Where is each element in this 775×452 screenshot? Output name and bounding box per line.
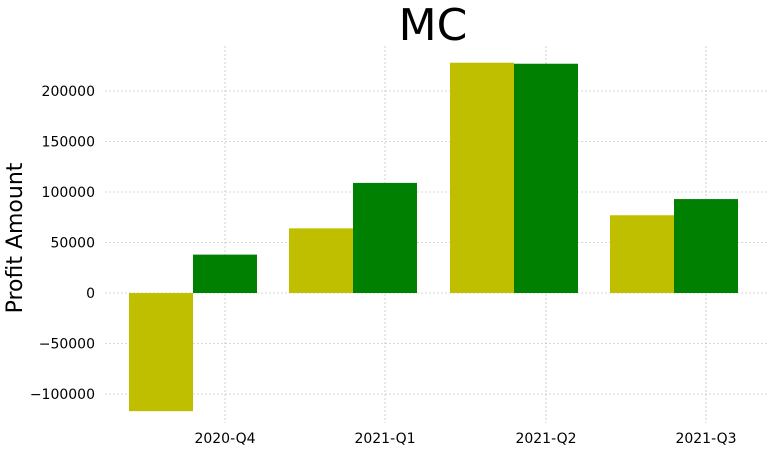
y-tick-label: 200000 xyxy=(42,84,95,100)
y-axis-label: Profit Amount xyxy=(3,162,28,313)
y-tick-label: 100000 xyxy=(42,185,95,201)
bar-series-1-2021-Q3 xyxy=(610,215,674,293)
bars-layer xyxy=(129,62,738,412)
bar-series-2-2021-Q3 xyxy=(674,199,738,293)
y-tick-label: 0 xyxy=(86,286,95,302)
bar-series-2-2020-Q4 xyxy=(193,254,257,293)
x-tick-label: 2021-Q1 xyxy=(354,431,415,447)
y-tick-label: 50000 xyxy=(50,236,95,252)
x-tick-label: 2021-Q2 xyxy=(515,431,576,447)
bar-series-1-2020-Q4 xyxy=(129,293,193,412)
bar-series-1-2021-Q2 xyxy=(450,62,514,293)
x-tick-label: 2021-Q3 xyxy=(675,431,736,447)
y-tick-label: 150000 xyxy=(42,135,95,151)
bar-series-2-2021-Q2 xyxy=(514,63,578,294)
bar-series-1-2021-Q1 xyxy=(289,228,353,293)
ticks-layer: −100000 −50000 0 50000 100000 150000 200000 202… xyxy=(30,84,737,447)
y-tick-label: −50000 xyxy=(39,337,95,353)
bar-series-2-2021-Q1 xyxy=(353,182,417,293)
x-tick-label: 2020-Q4 xyxy=(194,431,255,447)
y-tick-label: −100000 xyxy=(30,387,95,403)
chart-title: MC xyxy=(399,0,468,51)
